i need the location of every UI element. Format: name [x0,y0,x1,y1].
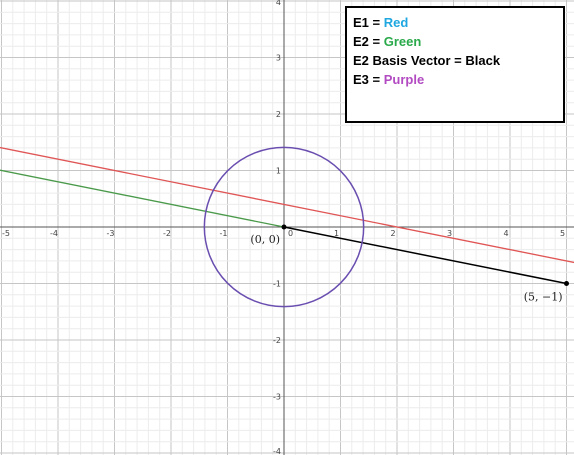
x-tick-label: 0 [288,229,293,238]
series-e3 [203,146,365,308]
legend-entry-e2-basis-vector: E2 Basis Vector = Black [353,51,563,70]
point-label: (5, −1) [524,291,563,304]
x-tick-label: 1 [334,229,339,238]
legend-entry-e1: E1 = Red [353,13,563,32]
series-e1 [0,146,574,264]
point-marker [281,224,287,230]
x-tick-label: -5 [2,229,10,238]
legend-prefix: E1 = [353,15,384,30]
y-tick-label: 1 [276,167,281,176]
legend-entry-e3: E3 = Purple [353,70,563,89]
y-tick-label: -4 [273,447,281,455]
x-tick-label: 5 [560,229,565,238]
y-tick-label: 2 [276,110,281,119]
y-tick-label: -1 [273,280,281,289]
series-e2 [0,169,285,228]
x-tick-label: 3 [447,229,452,238]
legend-color-word: Green [383,34,422,49]
legend-prefix: E2 Basis Vector = [353,53,466,68]
y-tick-label: 4 [276,0,281,7]
point-marker [564,281,569,286]
y-tick-label: -2 [273,336,281,345]
legend: E1 = Red E2 = Green E2 Basis Vector = Bl… [345,6,565,123]
x-tick-label: -2 [163,229,171,238]
legend-prefix: E2 = [353,34,384,49]
x-tick-label: -4 [50,229,58,238]
x-tick-label: 2 [390,229,395,238]
point-label: (0, 0) [250,233,280,246]
series-e2-basis-vector [283,226,567,285]
x-tick-label: -1 [220,229,228,238]
x-tick-label: -3 [107,229,115,238]
legend-color-word: Black [465,53,501,68]
legend-color-word: Red [383,15,409,30]
y-tick-label: -3 [273,393,281,402]
y-tick-label: 3 [276,54,281,63]
x-tick-label: 4 [503,229,508,238]
legend-entry-e2: E2 = Green [353,32,563,51]
legend-color-word: Purple [383,72,425,87]
legend-prefix: E3 = [353,72,384,87]
